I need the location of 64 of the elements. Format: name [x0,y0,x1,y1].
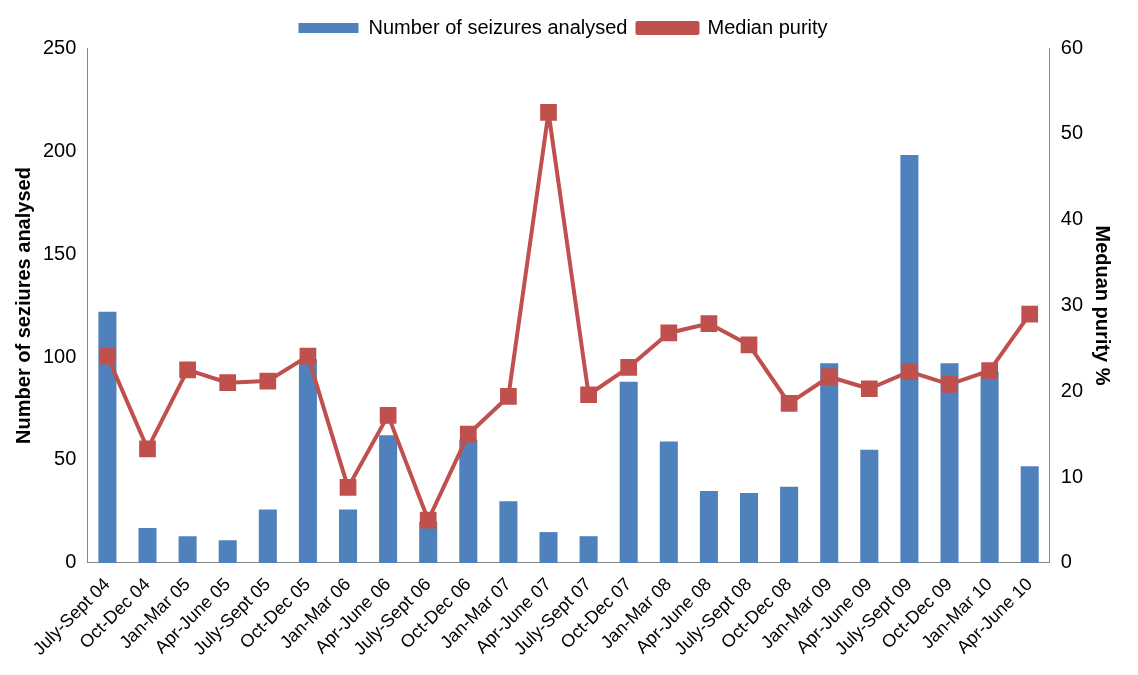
y2-tick-label: 10 [1060,464,1083,487]
point [901,363,918,380]
bar [739,492,759,563]
y-tick-label: 100 [42,344,77,367]
point [700,315,718,332]
point [459,425,477,443]
bar [138,527,157,563]
point [981,362,998,380]
legend-label: Median purity [707,15,828,38]
bar [178,536,197,563]
point [860,380,878,398]
bar [940,363,959,563]
y2-tick-label: 20 [1060,378,1083,401]
bar [980,371,999,563]
point [540,104,557,121]
point [1021,305,1039,323]
point [419,511,437,529]
y2-tick-label: 0 [1060,550,1072,573]
bar [298,359,317,563]
bar [1020,466,1039,563]
y-tick-label: 50 [54,447,77,470]
y2-tick-label: 40 [1060,207,1083,230]
point [219,374,237,392]
y2-tick-label: 30 [1060,293,1083,315]
y-tick-label: 0 [65,550,77,573]
bar [780,486,799,563]
bar [338,509,358,563]
bar [379,435,398,563]
y-tick-label: 200 [42,138,77,161]
y2-axis-title: Meduan purity % [1092,225,1115,386]
point [99,347,116,365]
point [299,347,317,365]
point [820,368,838,386]
point [379,406,397,424]
point [139,440,156,458]
point [941,376,958,393]
point [339,479,357,496]
bar [459,439,478,563]
y-tick-label: 150 [42,241,77,264]
bar [98,311,117,563]
point [179,361,196,379]
bar [699,490,718,563]
bar [860,449,879,563]
point [740,336,758,354]
y-tick-label: 250 [42,35,77,58]
y2-tick-label: 60 [1060,35,1083,58]
point [500,388,517,405]
bar [659,441,678,563]
bar [619,381,638,563]
legend-label: Number of seizures analysed [368,15,628,38]
bar [218,540,237,563]
bar [539,532,558,563]
point [780,394,798,412]
bar [258,509,277,563]
point [259,372,277,390]
bar [499,501,518,563]
y-axis-title: Number of seziures analysed [11,167,34,444]
bar [579,536,598,563]
point [580,386,597,404]
y2-tick-label: 50 [1060,121,1083,144]
bar [900,155,919,563]
bar [820,363,839,563]
point [660,324,678,342]
point [620,358,638,376]
